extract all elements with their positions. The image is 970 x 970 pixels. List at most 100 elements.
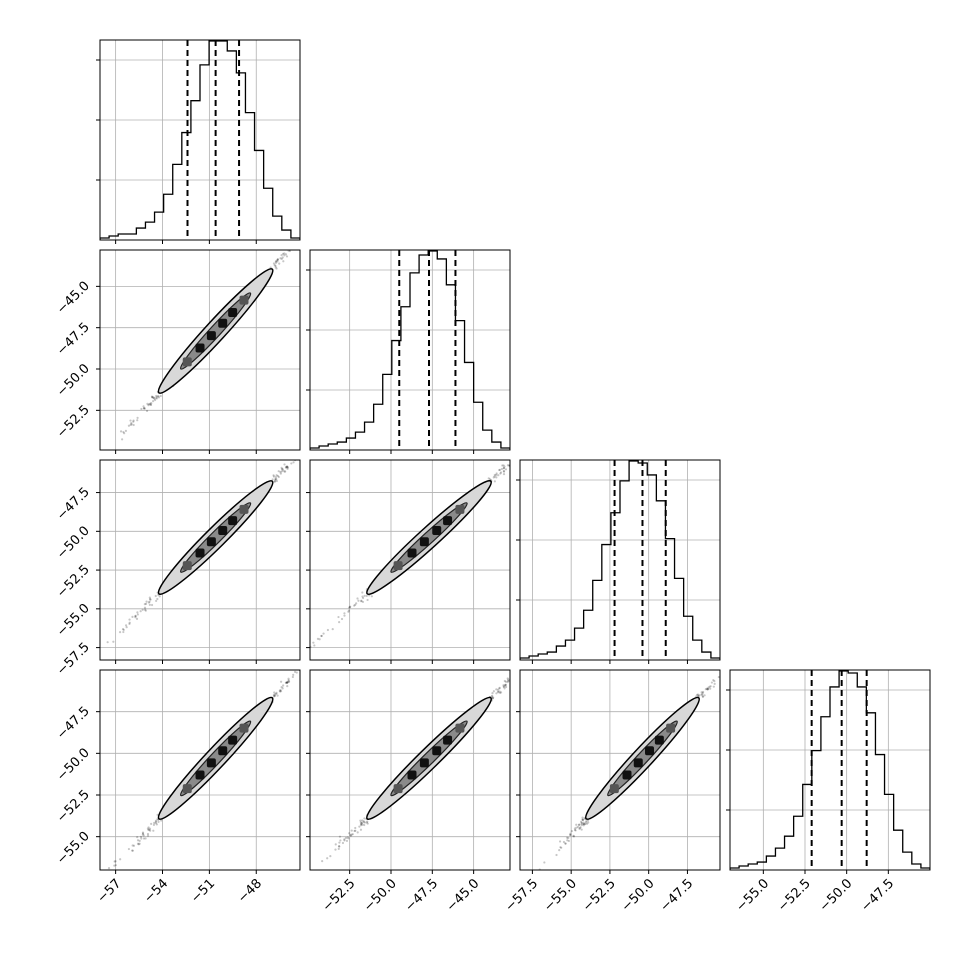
scatter-point	[323, 642, 325, 644]
scatter-point	[279, 680, 283, 683]
scatter-point	[160, 819, 163, 822]
x-tick-label: −57	[94, 876, 124, 906]
scatter-point	[576, 825, 580, 829]
scatter-point	[502, 469, 505, 473]
scatter-point	[129, 419, 132, 422]
scatter-point	[154, 822, 157, 825]
scatter-point	[91, 658, 93, 660]
scatter-point	[279, 690, 283, 693]
density-peak	[633, 758, 643, 768]
scatter-point	[283, 470, 286, 473]
scatter-point	[511, 677, 513, 679]
scatter-point	[279, 470, 282, 474]
scatter-point	[286, 681, 289, 684]
scatter-point	[141, 833, 144, 836]
scatter-point	[567, 836, 570, 840]
scatter-point	[158, 595, 161, 598]
scatter-point	[334, 848, 337, 851]
scatter-point	[272, 693, 275, 697]
x-tick-label: −50.0	[619, 876, 658, 915]
scatter-point	[292, 246, 294, 248]
scatter-point	[491, 694, 494, 697]
density-peak	[239, 504, 249, 514]
scatter-point	[338, 621, 341, 624]
density-peak	[432, 746, 442, 756]
histogram-bar-outline	[730, 670, 930, 870]
x-tick-label: −52.5	[775, 876, 814, 915]
density-peak	[206, 537, 216, 547]
scatter-point	[554, 635, 556, 637]
scatter-point	[559, 846, 562, 849]
density-peak	[182, 357, 192, 367]
density-peak	[228, 516, 238, 526]
scatter-point	[280, 257, 283, 261]
scatter-point	[544, 644, 546, 646]
scatter-point	[707, 686, 710, 689]
scatter-point	[734, 659, 736, 661]
scatter-point	[359, 819, 362, 822]
scatter-point	[274, 261, 278, 264]
scatter-point	[348, 606, 352, 609]
scatter-point	[504, 468, 508, 471]
scatter-point	[491, 692, 494, 695]
scatter-point	[138, 839, 141, 842]
scatter-point	[321, 860, 324, 863]
scatter-point	[363, 823, 366, 827]
y-tick-label: −52.5	[54, 403, 93, 442]
scatter-point	[579, 820, 583, 823]
scatter-point	[706, 688, 709, 691]
scatter-point	[273, 480, 277, 483]
scatter-point	[359, 823, 363, 826]
scatter-point	[772, 621, 774, 623]
scatter-point	[361, 823, 364, 826]
scatter-point	[338, 835, 342, 838]
scatter-point	[511, 461, 513, 463]
scatter-point	[512, 464, 514, 466]
scatter-point	[78, 907, 80, 909]
scatter-point	[362, 821, 365, 824]
scatter-point	[502, 466, 505, 470]
histogram-bar-outline	[100, 40, 300, 240]
scatter-point	[304, 446, 306, 448]
scatter-point	[360, 821, 363, 825]
scatter-point	[287, 679, 290, 682]
scatter-point	[282, 684, 285, 687]
scatter-point	[713, 679, 716, 683]
y-tick-label: −50.0	[54, 524, 93, 563]
y-tick-label: −57.5	[54, 640, 93, 679]
scatter-point	[708, 685, 711, 688]
scatter-point	[145, 409, 149, 413]
panel-2-0	[91, 446, 306, 664]
scatter-point	[356, 597, 359, 600]
scatter-point	[360, 600, 363, 603]
scatter-point	[314, 220, 316, 222]
y-tick-label: −50.0	[54, 361, 93, 400]
scatter-point	[286, 467, 289, 470]
scatter-point	[112, 640, 115, 643]
scatter-point	[274, 260, 277, 263]
scatter-point	[573, 827, 577, 830]
density-peak	[432, 525, 442, 535]
scatter-point	[127, 424, 130, 427]
scatter-point	[495, 472, 498, 475]
scatter-point	[702, 690, 705, 694]
scatter-point	[506, 680, 509, 684]
scatter-point	[295, 671, 298, 674]
panel-frame	[309, 249, 511, 451]
y-tick-label: −50.0	[54, 746, 93, 785]
scatter-point	[491, 697, 494, 700]
scatter-point	[143, 608, 147, 611]
scatter-point	[131, 844, 134, 847]
scatter-point	[347, 610, 350, 613]
scatter-point	[513, 459, 515, 461]
scatter-point	[154, 398, 157, 402]
scatter-point	[349, 834, 352, 837]
scatter-point	[97, 455, 99, 457]
scatter-point	[497, 691, 500, 694]
scatter-point	[154, 820, 158, 823]
scatter-point	[284, 681, 288, 684]
scatter-point	[584, 822, 587, 825]
scatter-point	[147, 828, 150, 831]
scatter-point	[94, 655, 96, 657]
scatter-point	[132, 419, 135, 422]
